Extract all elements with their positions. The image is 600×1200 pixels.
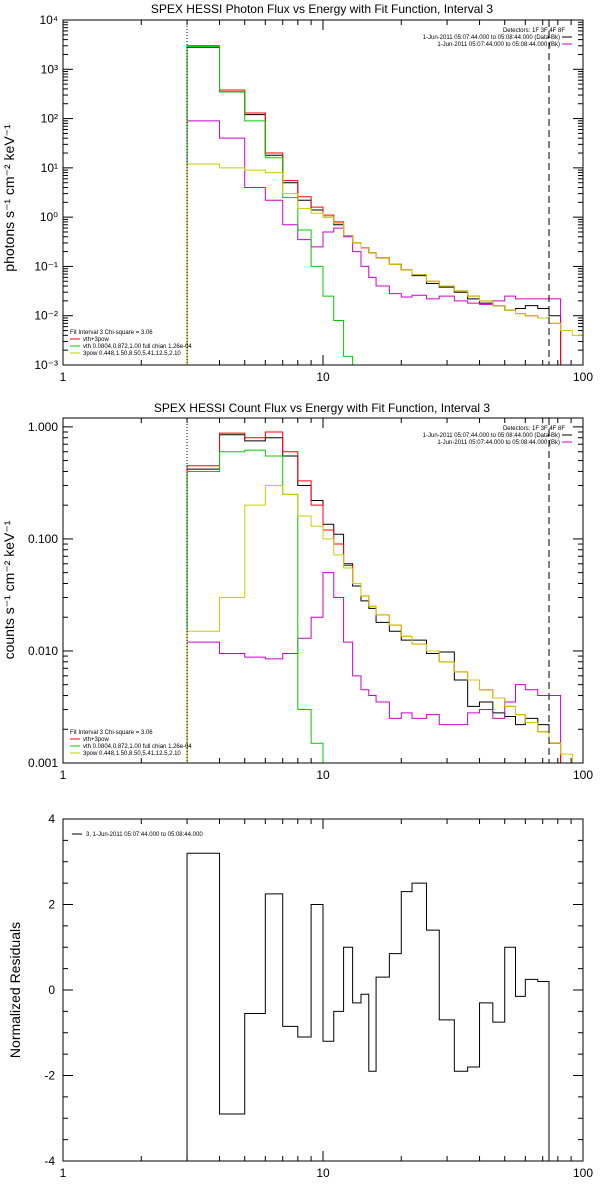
photon-flux-panel: SPEX HESSI Photon Flux vs Energy with Fi… xyxy=(1,2,593,384)
y-tick-label: 4 xyxy=(48,812,55,826)
chart2-ticks: 1 10 100 0.001 0.010 0.100 1.000 xyxy=(28,418,593,782)
chart3-legend-entry: 3, 1-Jun-2011 05:07:44.000 to 05:08:44.0… xyxy=(86,832,203,838)
chart3-series xyxy=(186,852,550,1161)
chart1-fit-lines xyxy=(186,20,550,365)
y-tick-label: 10⁻¹ xyxy=(34,259,58,273)
chart1-frame xyxy=(62,19,584,366)
chart1-title: SPEX HESSI Photon Flux vs Energy with Fi… xyxy=(151,2,493,16)
x-tick-label: 100 xyxy=(573,768,593,782)
y-tick-label: 10¹ xyxy=(41,161,58,175)
chart1-series xyxy=(186,45,584,365)
chart1-fit-entry: vth 0.0804,0.872,1.00 full chian 1.26e-0… xyxy=(83,344,192,350)
y-tick-label: 0.100 xyxy=(28,532,58,546)
y-tick-label: 10⁻³ xyxy=(34,358,58,372)
chart1-ticks: 1 10 100 10⁻³ 10⁻² 10⁻¹ 10⁰ 10¹ 10² 10³ 10⁴ xyxy=(34,13,593,384)
series-line-3pow xyxy=(186,163,584,365)
y-tick-label: 1.000 xyxy=(28,420,58,434)
y-tick-label: 10² xyxy=(41,112,58,126)
x-tick-label: 10 xyxy=(316,370,330,384)
y-tick-label: 10⁴ xyxy=(39,13,58,27)
chart1-fit-header: Fit Interval 3 Chi-square = 3.06 xyxy=(70,330,153,336)
chart3-ticks: 1 10 100 -4 -2 0 2 4 xyxy=(44,812,593,1180)
chart2-legend-top: Detectors: 1F 3F 4F 8F 1-Jun-2011 05:07:… xyxy=(423,426,572,446)
chart2-title: SPEX HESSI Count Flux vs Energy with Fit… xyxy=(154,401,490,415)
y-tick-label: -2 xyxy=(44,1069,55,1083)
count-flux-panel: SPEX HESSI Count Flux vs Energy with Fit… xyxy=(1,401,593,782)
chart1-legend-entry: 1-Jun-2011 05:07:44.000 to 05:08:44.000 … xyxy=(437,42,560,48)
chart2-series xyxy=(186,431,583,764)
y-tick-label: 0 xyxy=(48,983,55,997)
chart2-fit-entry: 3pow 0.448,1.50,8.50,5.41,12.5,2.10 xyxy=(83,751,181,757)
chart2-fit-header: Fit Interval 3 Chi-square = 3.06 xyxy=(70,730,153,736)
series-line-3-1-jun-2011-05-07-44-000-to-05-08-44-000 xyxy=(186,852,550,1161)
chart1-legend-top: Detectors: 1F 3F 4F 8F 1-Jun-2011 05:07:… xyxy=(423,28,572,48)
chart1-legend-header: Detectors: 1F 3F 4F 8F xyxy=(503,28,565,34)
chart1-ylabel: photons s⁻¹ cm⁻² keV⁻¹ xyxy=(1,124,17,272)
x-tick-label: 1 xyxy=(60,1166,67,1180)
x-tick-label: 1 xyxy=(60,370,67,384)
x-tick-label: 1 xyxy=(60,768,67,782)
y-tick-label: 10⁰ xyxy=(40,210,58,224)
chart3-ylabel: Normalized Residuals xyxy=(7,922,23,1058)
y-tick-label: 10³ xyxy=(41,62,58,76)
x-tick-label: 100 xyxy=(573,370,593,384)
chart1-fit-entry: vth+3pow xyxy=(83,337,110,343)
x-tick-label: 10 xyxy=(316,768,330,782)
chart1-legend-bottom: Fit Interval 3 Chi-square = 3.06 vth+3po… xyxy=(70,330,192,357)
y-tick-label: 0.001 xyxy=(28,756,58,770)
series-line-3pow xyxy=(186,484,583,764)
y-tick-label: 10⁻² xyxy=(34,309,58,323)
chart1-legend-entry: 1-Jun-2011 05:07:44.000 to 05:08:44.000 … xyxy=(423,35,560,41)
chart2-legend-header: Detectors: 1F 3F 4F 8F xyxy=(503,426,565,432)
chart2-frame xyxy=(62,417,584,764)
chart2-ylabel: counts s⁻¹ cm⁻² keV⁻¹ xyxy=(1,520,17,659)
series-line-vth-3pow xyxy=(186,45,562,365)
chart2-fit-lines xyxy=(186,418,550,763)
y-tick-label: -4 xyxy=(44,1154,55,1168)
series-line-vth xyxy=(186,45,354,365)
chart1-fit-entry: 3pow 0.448,1.50,8.50,5.41,12.5,2.10 xyxy=(83,351,181,357)
x-tick-label: 10 xyxy=(316,1166,330,1180)
chart2-legend-entry: 1-Jun-2011 05:07:44.000 to 05:08:44.000 … xyxy=(437,440,560,446)
series-line-vth xyxy=(186,449,324,763)
y-tick-label: 2 xyxy=(48,898,55,912)
series-line-bk xyxy=(186,120,562,365)
chart2-fit-entry: vth+3pow xyxy=(83,737,110,743)
x-tick-label: 100 xyxy=(573,1166,593,1180)
residuals-panel: Normalized Residuals 1 10 100 -4 -2 0 2 4 3, 1-… xyxy=(7,812,593,1180)
chart2-legend-entry: 1-Jun-2011 05:07:44.000 to 05:08:44.000 … xyxy=(423,433,560,439)
chart3-frame xyxy=(62,818,584,1162)
y-tick-label: 0.010 xyxy=(28,644,58,658)
series-line-data-bk xyxy=(186,46,562,365)
series-line-bk xyxy=(186,572,562,763)
chart2-fit-entry: vth 0.0804,0.872,1.00 full chian 1.26e-0… xyxy=(83,744,192,750)
chart2-legend-bottom: Fit Interval 3 Chi-square = 3.06 vth+3po… xyxy=(70,730,192,757)
chart3-legend: 3, 1-Jun-2011 05:07:44.000 to 05:08:44.0… xyxy=(72,832,203,838)
